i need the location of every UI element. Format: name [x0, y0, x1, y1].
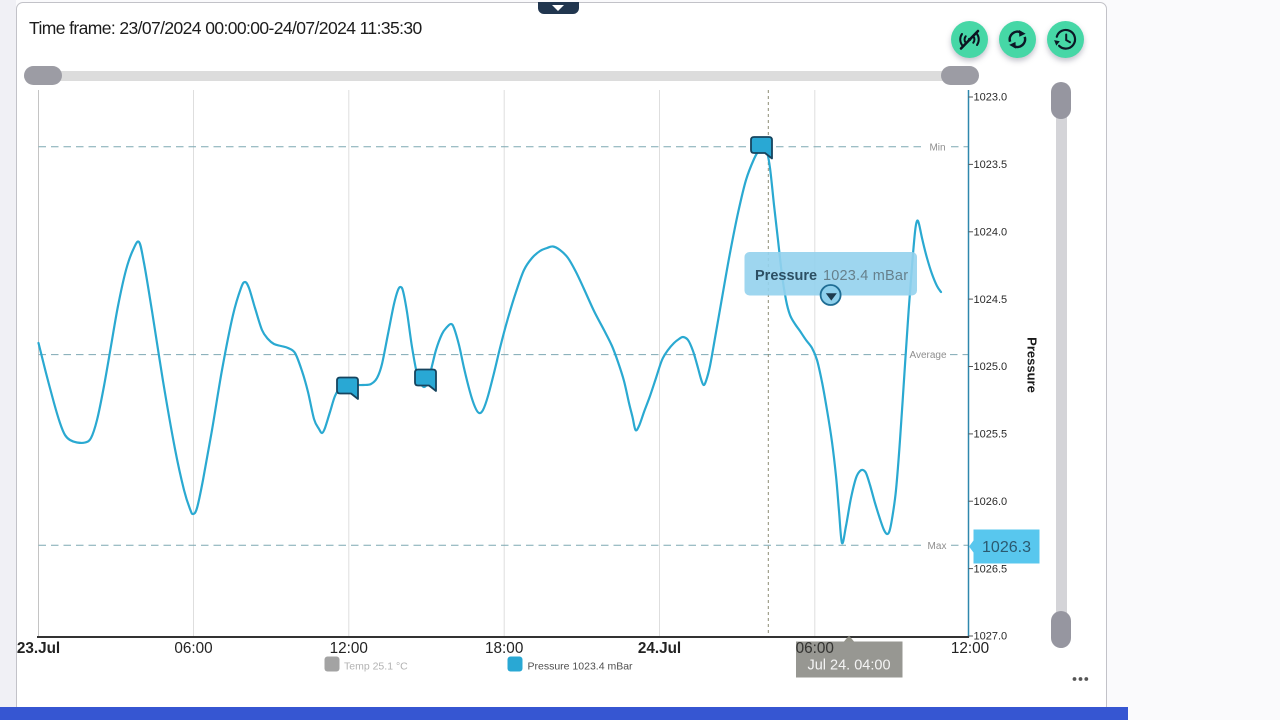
svg-text:1023.5: 1023.5 — [974, 159, 1008, 171]
svg-text:24.Jul: 24.Jul — [638, 640, 681, 657]
svg-text:1025.5: 1025.5 — [974, 429, 1008, 441]
svg-text:06:00: 06:00 — [796, 640, 834, 657]
svg-text:Pressure 1023.4 mBar: Pressure 1023.4 mBar — [528, 661, 634, 673]
svg-text:12:00: 12:00 — [951, 640, 989, 657]
svg-text:23.Jul: 23.Jul — [17, 640, 60, 657]
svg-text:12:00: 12:00 — [330, 640, 368, 657]
svg-text:Max: Max — [928, 541, 947, 552]
svg-text:1026.0: 1026.0 — [974, 496, 1008, 508]
svg-text:1027.0: 1027.0 — [974, 631, 1008, 643]
svg-text:Average: Average — [909, 350, 947, 361]
svg-text:06:00: 06:00 — [174, 640, 212, 657]
svg-text:18:00: 18:00 — [485, 640, 523, 657]
svg-text:1023.4 mBar: 1023.4 mBar — [823, 268, 908, 284]
svg-text:Min: Min — [929, 142, 945, 153]
svg-text:Jul 24. 04:00: Jul 24. 04:00 — [807, 658, 890, 674]
svg-text:1023.0: 1023.0 — [974, 92, 1008, 104]
svg-text:Pressure: Pressure — [755, 268, 817, 284]
svg-text:1024.0: 1024.0 — [974, 226, 1008, 238]
svg-text:1026.5: 1026.5 — [974, 563, 1008, 575]
svg-text:Temp 25.1 °C: Temp 25.1 °C — [344, 661, 408, 673]
svg-text:Pressure: Pressure — [1025, 337, 1040, 393]
svg-text:1026.3: 1026.3 — [982, 539, 1031, 556]
svg-text:1024.5: 1024.5 — [974, 294, 1008, 306]
svg-text:1025.0: 1025.0 — [974, 361, 1008, 373]
